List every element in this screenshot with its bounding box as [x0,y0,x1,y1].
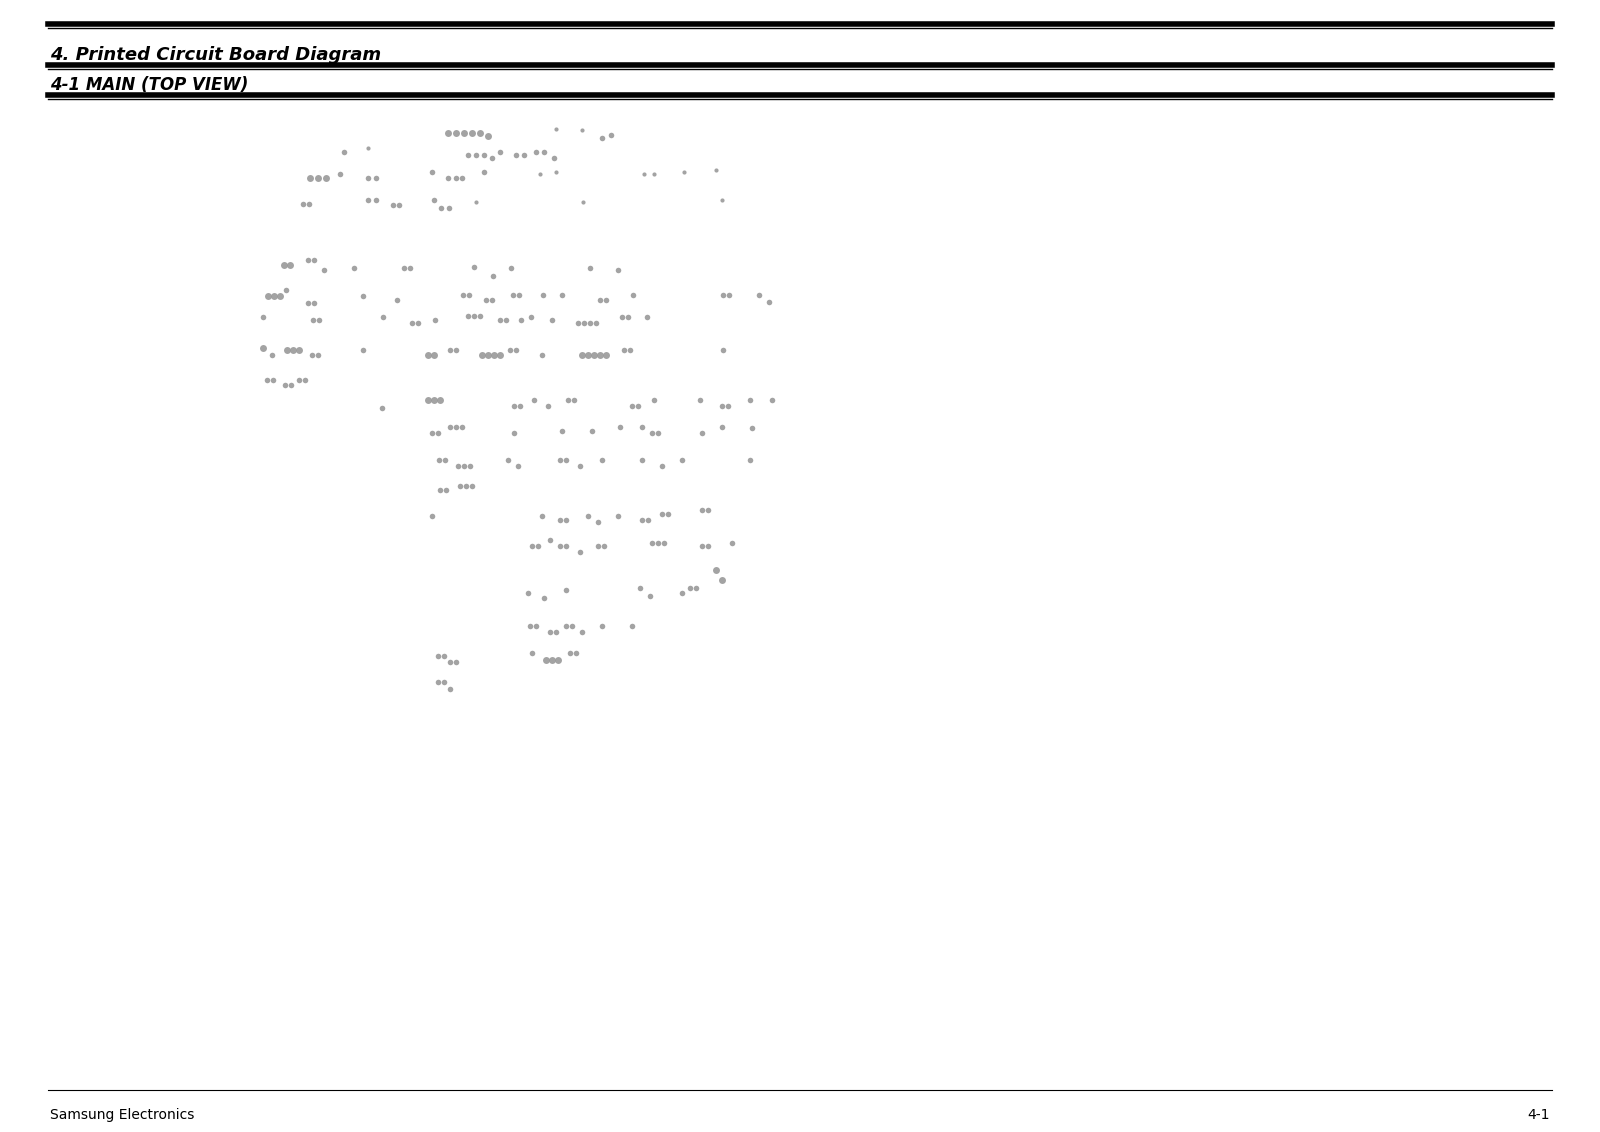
Text: Samsung Electronics: Samsung Electronics [50,1108,194,1122]
Text: 4-1: 4-1 [1528,1108,1550,1122]
Text: 4-1 MAIN (TOP VIEW): 4-1 MAIN (TOP VIEW) [50,76,248,94]
Text: 4. Printed Circuit Board Diagram: 4. Printed Circuit Board Diagram [50,46,381,65]
